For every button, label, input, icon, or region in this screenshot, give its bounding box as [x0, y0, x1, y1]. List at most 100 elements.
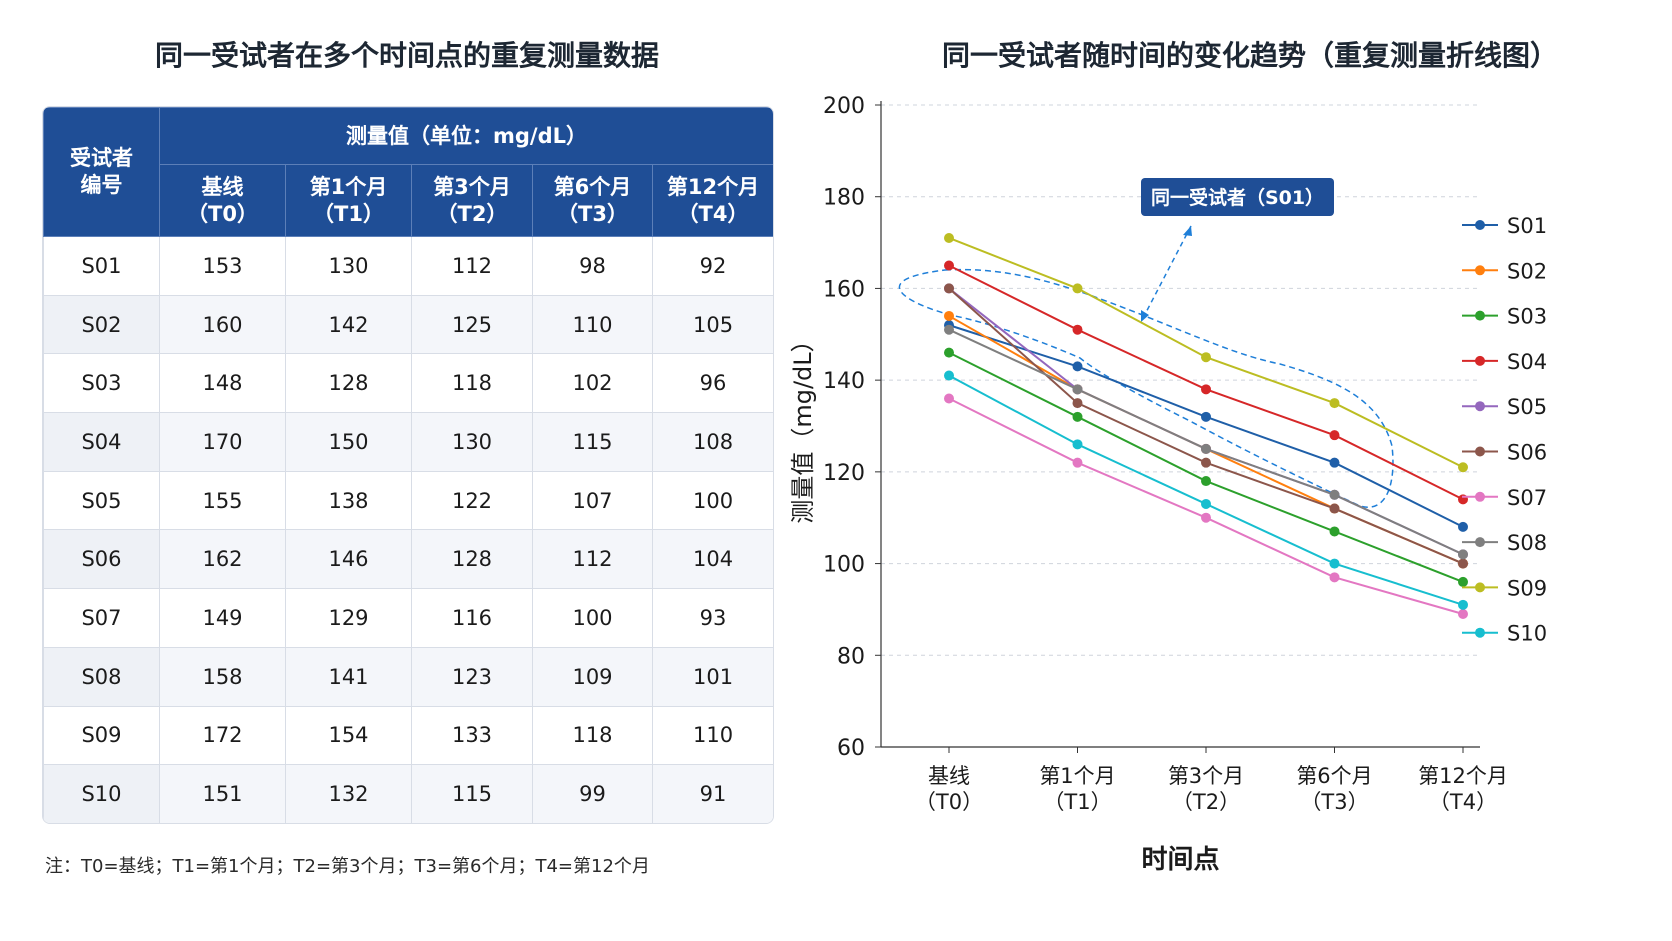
- value-cell: 149: [159, 588, 286, 648]
- column-header-name: 第12个月: [666, 174, 760, 199]
- series-s04: [944, 260, 1468, 505]
- value-cell: 110: [651, 705, 773, 766]
- column-header-t4: 第12个月 （T4）: [651, 164, 773, 237]
- value-cell: 122: [411, 470, 533, 531]
- y-tick-label: 160: [823, 277, 865, 302]
- table-footnote: 注：T0=基线；T1=第1个月；T2=第3个月；T3=第6个月；T4=第12个月: [45, 856, 650, 877]
- legend-label: S07: [1507, 486, 1547, 510]
- series-s03: [944, 347, 1468, 587]
- annotation-s01: 同一受试者（S01）: [898, 178, 1394, 508]
- measurement-group-header: 测量值（单位：mg/dL）: [158, 107, 773, 165]
- data-point: [944, 260, 954, 271]
- highlight-outline: [898, 268, 1394, 508]
- legend-label: S02: [1507, 259, 1547, 283]
- value-cell: 141: [285, 646, 412, 707]
- legend-item-s08: S08: [1462, 531, 1547, 555]
- value-cell: 112: [532, 529, 653, 590]
- legend-label: S03: [1507, 305, 1547, 329]
- subject-id-cell: S02: [43, 294, 160, 355]
- chart-title: 同一受试者随时间的变化趋势（重复测量折线图）: [941, 39, 1558, 72]
- column-header-code: （T3）: [557, 201, 628, 226]
- data-point: [1201, 384, 1211, 395]
- x-tick-label: 第3个月: [1168, 764, 1244, 788]
- series-s10: [944, 370, 1468, 610]
- x-tick-label: 基线: [928, 764, 970, 788]
- x-tick-sublabel: （T4）: [1429, 790, 1497, 814]
- x-tick-sublabel: （T3）: [1300, 790, 1368, 814]
- value-cell: 92: [651, 236, 773, 296]
- value-cell: 91: [651, 764, 773, 823]
- legend-label: S06: [1507, 441, 1547, 465]
- value-cell: 100: [651, 470, 773, 531]
- x-tick-label: 第1个月: [1039, 764, 1115, 788]
- x-tick-sublabel: （T2）: [1172, 790, 1240, 814]
- data-point: [1458, 549, 1468, 560]
- legend-item-s05: S05: [1462, 395, 1547, 419]
- data-point: [1201, 512, 1211, 523]
- value-cell: 128: [411, 529, 533, 590]
- column-header-code: （T1）: [313, 201, 384, 226]
- value-cell: 128: [285, 353, 412, 414]
- legend-item-s06: S06: [1462, 441, 1547, 465]
- legend-item-s01: S01: [1462, 214, 1547, 238]
- table-row: S08 158 141 123 109 101: [43, 646, 773, 707]
- callout-arrow-line: [1140, 225, 1192, 323]
- series-s08: [944, 324, 1468, 560]
- value-cell: 172: [159, 705, 286, 766]
- table-row: S06 162 146 128 112 104: [43, 529, 773, 590]
- value-cell: 99: [532, 764, 653, 823]
- data-point: [1458, 609, 1468, 620]
- value-cell: 158: [159, 646, 286, 707]
- legend-swatch-marker: [1475, 265, 1485, 276]
- column-header-t1: 第1个月 （T1）: [285, 164, 412, 237]
- value-cell: 98: [532, 236, 653, 296]
- value-cell: 101: [651, 646, 773, 707]
- data-point: [1329, 430, 1340, 441]
- value-cell: 102: [532, 353, 653, 414]
- legend-label: S04: [1507, 350, 1547, 374]
- legend-label: S09: [1507, 576, 1547, 600]
- subject-id-header-line1: 受试者: [70, 146, 133, 170]
- y-tick-label: 60: [837, 736, 865, 761]
- data-point: [1072, 324, 1083, 335]
- value-cell: 162: [159, 529, 286, 590]
- legend-swatch-marker: [1475, 537, 1485, 548]
- data-point: [1458, 558, 1468, 569]
- value-cell: 155: [159, 470, 286, 531]
- column-header-code: （T0）: [187, 201, 258, 226]
- value-cell: 118: [532, 705, 653, 766]
- value-cell: 133: [411, 705, 533, 766]
- value-cell: 118: [411, 353, 533, 414]
- data-point: [1458, 599, 1468, 610]
- callout-label: 同一受试者（S01）: [1151, 186, 1324, 209]
- x-tick-sublabel: （T0）: [915, 790, 983, 814]
- legend-swatch-marker: [1475, 446, 1485, 457]
- value-cell: 130: [411, 412, 533, 472]
- value-cell: 160: [159, 294, 286, 355]
- legend-swatch-marker: [1475, 491, 1485, 502]
- value-cell: 130: [285, 236, 412, 296]
- value-cell: 100: [532, 588, 653, 648]
- legend-item-s04: S04: [1462, 350, 1547, 374]
- data-point: [1329, 489, 1340, 500]
- value-cell: 154: [285, 705, 412, 766]
- table-row: S02 160 142 125 110 105: [43, 294, 773, 355]
- legend-swatch-marker: [1475, 582, 1485, 593]
- callout-box: [1141, 178, 1334, 216]
- x-axis-title: 时间点: [1141, 844, 1219, 875]
- subject-id-header-line2: 编号: [80, 173, 123, 197]
- subject-id-cell: S04: [43, 412, 160, 472]
- value-cell: 104: [651, 529, 773, 590]
- value-cell: 146: [285, 529, 412, 590]
- subject-id-cell: S03: [43, 353, 160, 414]
- value-cell: 123: [411, 646, 533, 707]
- subject-id-cell: S01: [43, 236, 160, 296]
- legend: S01 S02 S03 S04 S05 S06 S07 S08 S09 S10: [1462, 214, 1547, 646]
- value-cell: 125: [411, 294, 533, 355]
- table-row: S09 172 154 133 118 110: [43, 705, 773, 766]
- value-cell: 105: [651, 294, 773, 355]
- data-point: [1072, 283, 1083, 294]
- value-cell: 96: [651, 353, 773, 414]
- y-tick-label: 120: [823, 461, 865, 486]
- legend-swatch-marker: [1475, 355, 1485, 366]
